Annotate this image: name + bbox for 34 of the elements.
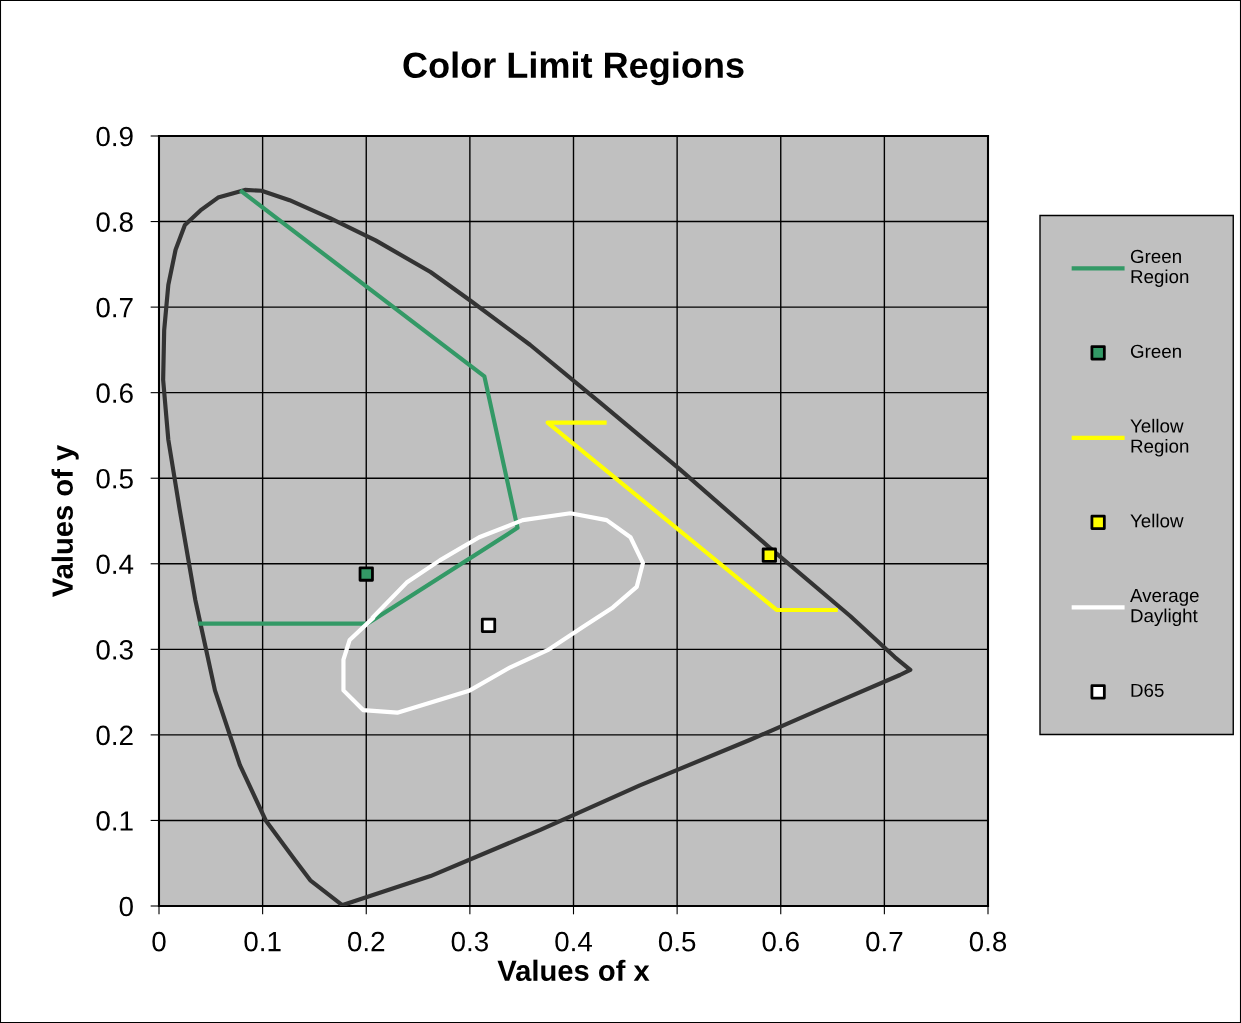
y-tick-label: 0.2 <box>96 725 133 746</box>
x-tick-label: 0.4 <box>555 931 592 952</box>
y-tick-label: 0.7 <box>96 297 133 318</box>
y-axis-title: Values of y <box>51 444 79 597</box>
legend-label: Yellow <box>1130 513 1184 528</box>
y-tick-label: 0.4 <box>96 554 134 575</box>
line-series <box>161 187 913 906</box>
point <box>358 566 374 582</box>
chart-title: Color Limit Regions <box>403 51 744 86</box>
x-tick-label: 0.6 <box>762 931 799 952</box>
y-tick-label: 0.1 <box>96 811 133 831</box>
legend-label: Green <box>1130 344 1181 358</box>
y-tick-label: 0.3 <box>96 640 133 660</box>
x-tick-label: 0.2 <box>348 931 385 952</box>
y-tick-label: 0.6 <box>96 383 133 404</box>
y-tick-label: 0 <box>119 896 133 917</box>
line-series <box>198 189 520 626</box>
legend-label: Average Daylight <box>1130 589 1199 627</box>
y-tick-label: 0.5 <box>96 468 133 489</box>
x-tick-label: 0.1 <box>244 931 281 952</box>
point <box>761 547 777 563</box>
y-tick-label: 0.9 <box>96 126 133 147</box>
legend-label: Yellow Region <box>1130 418 1189 457</box>
y-tick-label: 0.8 <box>96 212 133 232</box>
x-tick-label: 0 <box>152 931 166 952</box>
x-axis-title: Values of x <box>497 959 650 982</box>
line-series <box>341 511 646 715</box>
x-tick-label: 0.3 <box>451 931 488 952</box>
legend-label: D65 <box>1131 683 1164 697</box>
x-tick-label: 0.5 <box>658 931 696 952</box>
legend-label: Green Region <box>1130 249 1189 287</box>
point <box>480 617 497 633</box>
x-tick-label: 0.8 <box>969 931 1007 952</box>
x-tick-label: 0.7 <box>866 931 903 952</box>
